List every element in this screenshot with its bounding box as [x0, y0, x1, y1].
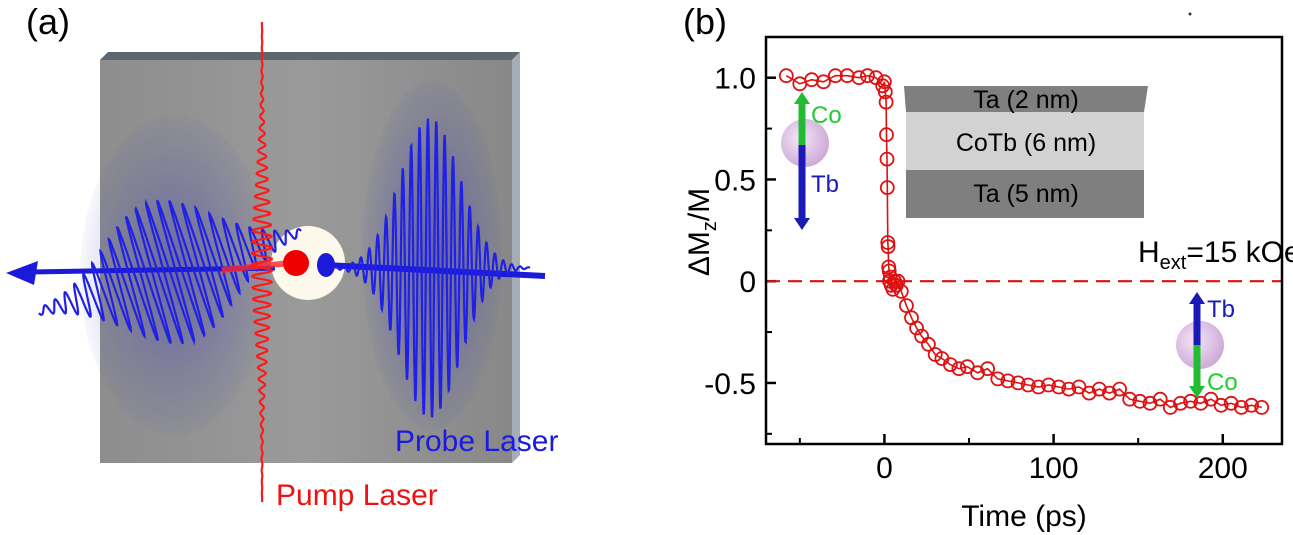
- film-side-face: [512, 52, 520, 463]
- data-point: [816, 74, 831, 90]
- data-point: [990, 371, 1006, 387]
- layer-stack-inset: Ta (2 nm) CoTb (6 nm) Ta (5 nm): [904, 86, 1148, 218]
- data-point: [890, 273, 906, 289]
- layer-ta-bottom: [906, 170, 1144, 218]
- data-point: [878, 94, 894, 110]
- data-point: [970, 365, 985, 381]
- film-top-face: [100, 52, 520, 60]
- data-point: [1112, 381, 1127, 397]
- layer-label-ta-top: Ta (2 nm): [973, 86, 1079, 114]
- data-point: [828, 68, 843, 84]
- data-point: [1102, 385, 1117, 401]
- probe-beam-knob: [317, 253, 335, 277]
- data-point: [1051, 379, 1067, 395]
- panel-a: (a) Probe Laser Pump Laser: [6, 1, 558, 512]
- data-point: [877, 84, 893, 100]
- y-tick-label: 1.0: [714, 63, 756, 96]
- data-point: [1234, 399, 1249, 415]
- data-point: [1081, 385, 1097, 401]
- data-point: [1162, 399, 1178, 415]
- panel-b-label: (b): [683, 1, 727, 42]
- data-point: [893, 283, 909, 299]
- x-axis-title: Time (ps): [961, 500, 1087, 533]
- tb-arrowhead-icon: [1189, 292, 1205, 304]
- data-point: [880, 239, 896, 255]
- data-point: [1122, 391, 1138, 407]
- data-point: [1031, 379, 1046, 395]
- y-tick-label: 0: [739, 266, 756, 299]
- data-point: [851, 70, 867, 86]
- data-point: [1091, 381, 1107, 397]
- data-point: [951, 361, 967, 377]
- data-point: [879, 180, 895, 196]
- stray-dot: [1188, 12, 1192, 16]
- layer-cotb: [906, 112, 1144, 170]
- pump-beam: [221, 22, 309, 502]
- data-point: [1193, 395, 1209, 411]
- data-point: [879, 151, 895, 167]
- panel-b: (b) ΔMz/M 0 100 200 1.0 0.5 0 -0.5 Ta (2 nm) C…: [683, 1, 1293, 533]
- probe-arrowhead-icon: [6, 261, 38, 285]
- data-point: [1173, 395, 1188, 411]
- data-point: [879, 127, 894, 143]
- plot-frame: [764, 35, 1284, 446]
- spin-label-tb-final: Tb: [1207, 296, 1235, 323]
- spin-diagram-initial: Co Tb: [781, 92, 842, 230]
- data-point: [1061, 381, 1077, 397]
- data-point: [1020, 377, 1036, 393]
- data-point: [1244, 397, 1259, 413]
- panel-a-label: (a): [26, 1, 70, 42]
- data-point: [860, 68, 875, 84]
- y-axis-title: ΔMz/M: [683, 188, 721, 276]
- chart-axes: 0 100 200 1.0 0.5 0 -0.5: [704, 63, 1248, 485]
- probe-wave-right: [329, 118, 531, 418]
- data-point: [909, 320, 924, 336]
- co-arrowhead-icon: [794, 92, 810, 104]
- co-arrowhead-icon: [1189, 386, 1205, 398]
- x-tick-label: 100: [1029, 452, 1079, 485]
- probe-glow-left: [80, 115, 270, 435]
- layer-label-ta-bottom: Ta (5 nm): [973, 180, 1079, 208]
- data-point: [880, 235, 896, 250]
- layer-ta-top: [904, 86, 1148, 112]
- data-point: [1183, 393, 1198, 409]
- x-tick-label: 200: [1198, 452, 1248, 485]
- spin-label-co-final: Co: [1207, 369, 1238, 396]
- pump-spot: [283, 250, 309, 276]
- spin-diagram-final: Tb Co: [1176, 292, 1238, 398]
- pump-wave: [250, 22, 274, 502]
- data-point: [980, 361, 995, 377]
- data-point: [1132, 393, 1148, 409]
- data-point: [1142, 395, 1158, 411]
- data-point: [877, 74, 892, 90]
- data-points: [778, 68, 1270, 415]
- data-point: [1152, 391, 1168, 407]
- layer-label-cotb: CoTb (6 nm): [956, 129, 1096, 157]
- field-annotation: Hext=15 kOe: [1138, 236, 1293, 274]
- pump-laser-label: Pump Laser: [276, 479, 438, 512]
- y-tick-label: -0.5: [704, 368, 756, 401]
- data-point: [921, 336, 936, 352]
- y-tick-label: 0.5: [714, 164, 756, 197]
- data-point: [1223, 395, 1239, 411]
- x-tick-label: 0: [876, 452, 893, 485]
- tb-arrowhead-icon: [794, 218, 810, 230]
- data-point: [943, 357, 958, 373]
- data-point: [1254, 399, 1270, 415]
- data-point: [778, 68, 794, 84]
- data-point: [1000, 373, 1016, 389]
- spin-label-tb-initial: Tb: [811, 171, 839, 198]
- probe-laser-label: Probe Laser: [395, 425, 558, 458]
- data-point: [1213, 397, 1229, 413]
- data-point: [899, 298, 914, 314]
- data-point: [1041, 377, 1056, 393]
- spin-label-co-initial: Co: [811, 102, 842, 129]
- data-point: [885, 281, 901, 297]
- data-point: [1010, 375, 1026, 391]
